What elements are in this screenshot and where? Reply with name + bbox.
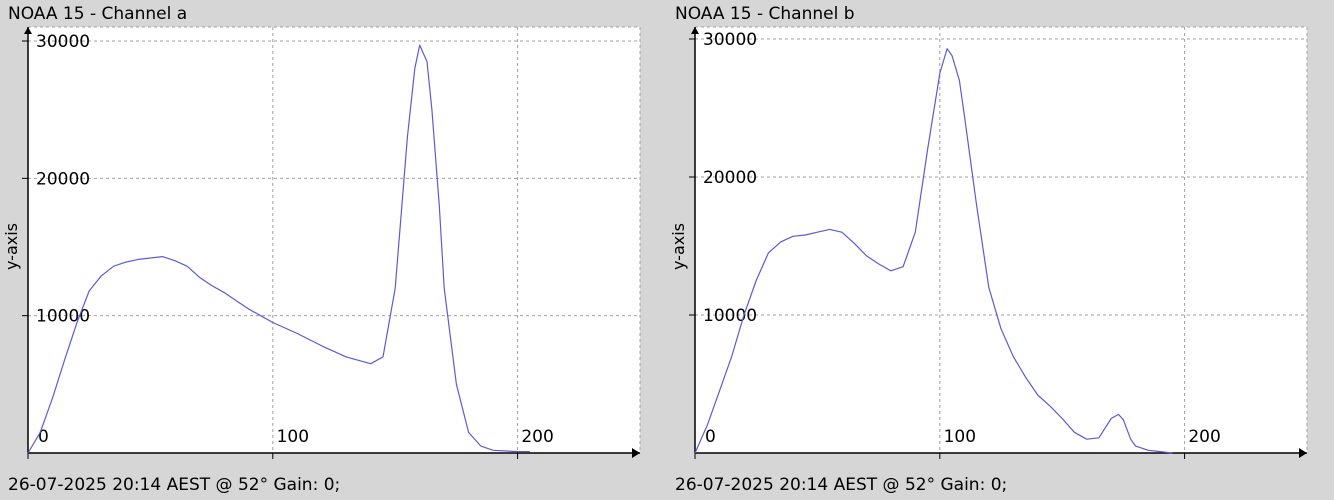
x-tick-label: 200 — [1188, 427, 1220, 447]
chart-panel-a: NOAA 15 - Channel a y-axis 0 100 200 10000 2… — [2, 4, 641, 495]
chart-panel-b: NOAA 15 - Channel b y-axis 0 100 200 10000 2… — [667, 0, 1334, 500]
x-tick-label: 100 — [277, 427, 309, 447]
y-tick-label: 10000 — [36, 307, 90, 327]
y-axis-arrow — [24, 27, 32, 34]
chart-title: NOAA 15 - Channel a — [8, 4, 188, 24]
chart-plot-b: 0 100 200 10000 20000 30000 — [689, 26, 1308, 459]
chart-plot-a: 0 100 200 10000 20000 30000 — [22, 26, 641, 459]
x-tick-label: 0 — [705, 427, 716, 447]
plot-area — [695, 27, 1307, 453]
y-tick-label: 30000 — [703, 30, 757, 50]
y-tick-label: 20000 — [36, 169, 90, 189]
y-axis-arrow — [691, 27, 699, 34]
x-tick-label: 100 — [944, 427, 976, 447]
x-tick-label: 200 — [521, 427, 553, 447]
chart-footer: 26-07-2025 20:14 AEST @ 52° Gain: 0; — [675, 475, 1008, 495]
x-axis-arrow — [1299, 448, 1307, 458]
y-tick-label: 20000 — [703, 168, 757, 188]
y-tick-label: 10000 — [703, 306, 757, 326]
chart-title: NOAA 15 - Channel b — [675, 4, 855, 24]
x-axis-arrow — [632, 448, 640, 458]
x-tick-label: 0 — [38, 427, 49, 447]
series-line — [27, 44, 530, 454]
y-tick-label: 30000 — [36, 32, 90, 52]
series-line — [694, 48, 1173, 454]
chart-footer: 26-07-2025 20:14 AEST @ 52° Gain: 0; — [8, 475, 341, 495]
plot-area — [28, 27, 640, 453]
